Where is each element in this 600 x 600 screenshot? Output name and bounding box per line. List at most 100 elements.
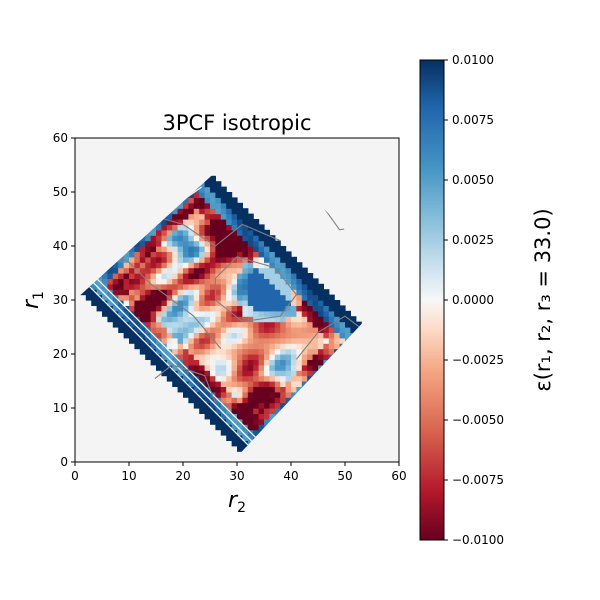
heatmap-cell bbox=[301, 364, 308, 371]
heatmap-cell bbox=[166, 337, 173, 344]
heatmap-cell bbox=[107, 316, 114, 323]
heatmap-cell bbox=[242, 229, 249, 236]
heatmap-cell bbox=[210, 321, 216, 328]
heatmap-cell bbox=[112, 267, 119, 274]
x-tick-label: 40 bbox=[283, 469, 298, 483]
heatmap-cell bbox=[226, 435, 233, 441]
heatmap-cell bbox=[102, 294, 108, 301]
heatmap-cell bbox=[242, 375, 249, 382]
heatmap-cell bbox=[318, 343, 324, 350]
colorbar-gradient bbox=[419, 59, 445, 541]
heatmap-cell bbox=[285, 300, 292, 306]
contour-line-negative bbox=[145, 213, 281, 247]
heatmap-cell bbox=[269, 321, 276, 328]
heatmap-cell bbox=[296, 267, 303, 274]
heatmap-cell bbox=[139, 316, 146, 323]
heatmap-cell bbox=[274, 251, 281, 258]
heatmap-cell bbox=[107, 294, 114, 301]
heatmap-cell bbox=[253, 402, 260, 409]
heatmap-cell bbox=[150, 256, 157, 263]
heatmap-cell bbox=[247, 289, 254, 296]
heatmap-cell bbox=[253, 337, 260, 344]
heatmap-cell bbox=[296, 343, 303, 350]
heatmap-cell bbox=[199, 229, 206, 236]
heatmap-cell bbox=[210, 305, 216, 312]
heatmap-cell bbox=[280, 402, 287, 409]
heatmap-cell bbox=[269, 246, 276, 252]
heatmap-cell bbox=[177, 208, 184, 215]
heatmap-cell bbox=[161, 294, 168, 301]
heatmap-cell bbox=[145, 256, 152, 263]
heatmap-cell bbox=[199, 289, 206, 296]
heatmap-cell bbox=[242, 321, 249, 328]
heatmap-cell bbox=[226, 300, 233, 306]
heatmap-cell bbox=[139, 310, 146, 317]
heatmap-cell bbox=[231, 224, 238, 231]
heatmap-cell bbox=[269, 402, 276, 409]
heatmap-cell bbox=[166, 219, 173, 225]
heatmap-cell bbox=[177, 327, 184, 333]
heatmap-cell bbox=[123, 251, 130, 258]
heatmap-cell bbox=[166, 235, 173, 242]
heatmap-cell bbox=[210, 235, 216, 242]
heatmap-cell bbox=[193, 224, 200, 231]
heatmap-cell bbox=[172, 246, 179, 252]
heatmap-cell bbox=[129, 267, 135, 274]
heatmap-cell bbox=[123, 256, 130, 263]
heatmap-cell bbox=[177, 219, 184, 225]
heatmap-cell bbox=[280, 310, 287, 317]
heatmap-cell bbox=[274, 300, 281, 306]
heatmap-cell bbox=[156, 273, 162, 279]
heatmap-cell bbox=[161, 251, 168, 258]
heatmap-cell bbox=[231, 424, 238, 431]
heatmap-cell bbox=[199, 321, 206, 328]
heatmap-cell bbox=[274, 262, 281, 269]
heatmap-cell bbox=[323, 294, 330, 301]
heatmap-cell bbox=[231, 418, 238, 425]
heatmap-cell bbox=[226, 354, 233, 360]
heatmap-cell bbox=[258, 354, 265, 360]
heatmap-cell bbox=[112, 300, 119, 306]
heatmap-cell bbox=[85, 294, 92, 301]
heatmap-cell bbox=[183, 251, 189, 258]
heatmap-cell bbox=[323, 332, 330, 339]
heatmap-cell bbox=[280, 305, 287, 312]
heatmap-cell bbox=[156, 262, 162, 269]
heatmap-cell bbox=[328, 327, 335, 333]
heatmap-cell bbox=[247, 240, 254, 247]
heatmap-cell bbox=[226, 283, 233, 290]
heatmap-cell bbox=[258, 273, 265, 279]
heatmap-cell bbox=[107, 310, 114, 317]
heatmap-cell bbox=[237, 386, 243, 393]
heatmap-cell bbox=[264, 343, 270, 350]
heatmap-cell bbox=[220, 397, 227, 404]
heatmap-cell bbox=[269, 354, 276, 360]
heatmap-cell bbox=[264, 370, 270, 377]
heatmap-cell bbox=[139, 337, 146, 344]
heatmap-cell bbox=[156, 332, 162, 339]
heatmap-cell bbox=[102, 300, 108, 306]
heatmap-cell bbox=[301, 310, 308, 317]
heatmap-cell bbox=[199, 310, 206, 317]
heatmap-cell bbox=[220, 202, 227, 209]
heatmap-cell bbox=[247, 300, 254, 306]
heatmap-cell bbox=[231, 202, 238, 209]
heatmap-cell bbox=[166, 321, 173, 328]
heatmap-cell bbox=[183, 386, 189, 393]
heatmap-cell bbox=[123, 316, 130, 323]
heatmap-cell bbox=[253, 300, 260, 306]
heatmap-cell bbox=[123, 283, 130, 290]
heatmap-cell bbox=[172, 229, 179, 236]
heatmap-cell bbox=[231, 343, 238, 350]
heatmap-cell bbox=[274, 278, 281, 285]
heatmap-cell bbox=[307, 375, 314, 382]
heatmap-cell bbox=[118, 316, 125, 323]
heatmap-cell bbox=[226, 370, 233, 377]
heatmap-cell bbox=[285, 375, 292, 382]
heatmap-cell bbox=[129, 327, 135, 333]
heatmap-cell bbox=[231, 267, 238, 274]
heatmap-cell bbox=[183, 289, 189, 296]
heatmap-cell bbox=[193, 256, 200, 263]
heatmap-cell bbox=[237, 202, 243, 209]
heatmap-cell bbox=[204, 224, 211, 231]
